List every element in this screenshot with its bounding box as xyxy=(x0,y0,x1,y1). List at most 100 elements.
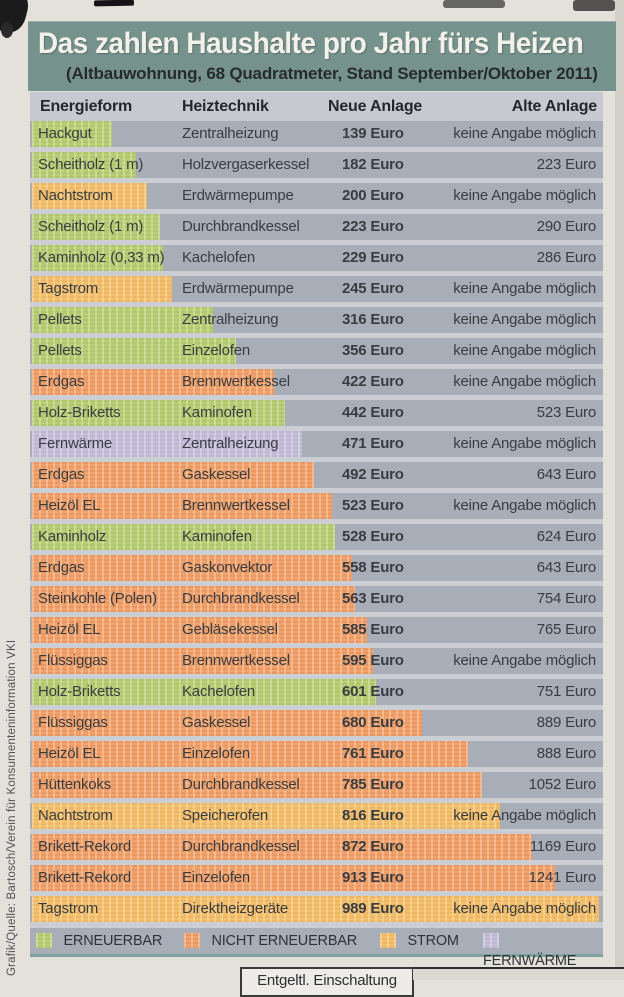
heiztechnik-cell: Kachelofen xyxy=(182,249,256,266)
alte-anlage-cell: 223 Euro xyxy=(536,156,596,173)
heiztechnik-cell: Durchbrandkessel xyxy=(182,590,300,607)
neue-anlage-cell: 229 Euro xyxy=(342,249,404,266)
alte-anlage-cell: 624 Euro xyxy=(536,528,596,545)
heiztechnik-cell: Kachelofen xyxy=(182,683,256,700)
alte-anlage-cell: keine Angabe möglich xyxy=(453,652,596,669)
energieform-cell: Holz-Briketts xyxy=(38,683,121,700)
paid-insertion-label-box: Entgeltl. Einschaltung xyxy=(240,967,414,997)
heiztechnik-cell: Zentralheizung xyxy=(182,311,279,328)
energieform-cell: Hüttenkoks xyxy=(38,776,112,793)
alte-anlage-cell: keine Angabe möglich xyxy=(453,342,596,359)
heiztechnik-cell: Einzelofen xyxy=(182,745,251,762)
heiztechnik-cell: Direktheizgeräte xyxy=(182,900,289,917)
alte-anlage-cell: 523 Euro xyxy=(536,404,596,421)
alte-anlage-cell: keine Angabe möglich xyxy=(453,280,596,297)
heiztechnik-cell: Kaminofen xyxy=(182,528,252,545)
neue-anlage-cell: 182 Euro xyxy=(342,156,404,173)
category-bar xyxy=(32,276,172,302)
table-row: Nachtstrom Erdwärmepumpe 200 Euro keine … xyxy=(30,183,603,209)
category-bar xyxy=(32,710,422,736)
table-row: Tagstrom Direktheizgeräte 989 Euro keine… xyxy=(30,896,603,922)
heiztechnik-cell: Zentralheizung xyxy=(182,435,279,452)
column-header-neue-anlage: Neue Anlage xyxy=(328,98,423,115)
legend-item: FERNWÄRME xyxy=(483,928,603,969)
energieform-cell: Heizöl EL xyxy=(38,745,101,762)
energieform-cell: Erdgas xyxy=(38,373,85,390)
neue-anlage-cell: 785 Euro xyxy=(342,776,404,793)
heiztechnik-cell: Speicherofen xyxy=(182,807,268,824)
category-bar xyxy=(32,493,332,519)
category-bar xyxy=(32,245,163,271)
alte-anlage-cell: 1241 Euro xyxy=(528,869,597,886)
energieform-cell: Brikett-Rekord xyxy=(38,838,132,855)
heiztechnik-cell: Brennwertkessel xyxy=(182,373,290,390)
scan-artifact xyxy=(93,0,135,7)
neue-anlage-cell: 492 Euro xyxy=(342,466,404,483)
alte-anlage-cell: keine Angabe möglich xyxy=(453,373,596,390)
infographic-title-bar: Das zahlen Haushalte pro Jahr fürs Heize… xyxy=(28,21,616,91)
scan-artifact xyxy=(443,0,505,8)
legend-label: FERNWÄRME xyxy=(483,953,577,969)
category-bar xyxy=(32,214,160,240)
heating-cost-table: Hackgut Zentralheizung 139 Euro keine An… xyxy=(30,121,603,969)
adjacent-box-edge xyxy=(413,967,624,980)
energieform-cell: Tagstrom xyxy=(38,280,99,297)
energieform-cell: Scheitholz (1 m) xyxy=(38,156,144,173)
category-bar xyxy=(32,803,500,829)
energieform-cell: Pellets xyxy=(38,311,82,328)
neue-anlage-cell: 528 Euro xyxy=(342,528,404,545)
category-bar xyxy=(32,772,482,798)
legend-item: ERNEUERBAR xyxy=(36,928,162,954)
table-row: Heizöl EL Brennwertkessel 523 Euro keine… xyxy=(30,493,603,519)
neue-anlage-cell: 200 Euro xyxy=(342,187,404,204)
neue-anlage-cell: 558 Euro xyxy=(342,559,404,576)
category-bar xyxy=(32,741,468,767)
alte-anlage-cell: keine Angabe möglich xyxy=(453,900,596,917)
category-bar xyxy=(32,121,112,147)
category-bar xyxy=(32,431,302,457)
table-row: Kaminholz (0,33 m) Kachelofen 229 Euro 2… xyxy=(30,245,603,271)
energieform-cell: Steinkohle (Polen) xyxy=(38,590,157,607)
heiztechnik-cell: Kaminofen xyxy=(182,404,252,421)
energieform-cell: Heizöl EL xyxy=(38,497,101,514)
heiztechnik-cell: Durchbrandkessel xyxy=(182,218,300,235)
legend-swatch xyxy=(36,933,52,948)
scan-artifact xyxy=(1,22,13,38)
energieform-cell: Erdgas xyxy=(38,466,85,483)
energieform-cell: Fernwärme xyxy=(38,435,113,452)
table-body: Hackgut Zentralheizung 139 Euro keine An… xyxy=(30,121,603,922)
table-row: Nachtstrom Speicherofen 816 Euro keine A… xyxy=(30,803,603,829)
category-bar xyxy=(32,834,532,860)
alte-anlage-cell: keine Angabe möglich xyxy=(453,311,596,328)
category-bar xyxy=(32,338,236,364)
neue-anlage-cell: 913 Euro xyxy=(342,869,404,886)
table-row: Holz-Briketts Kachelofen 601 Euro 751 Eu… xyxy=(30,679,603,705)
category-bar xyxy=(32,183,147,209)
neue-anlage-cell: 601 Euro xyxy=(342,683,404,700)
neue-anlage-cell: 356 Euro xyxy=(342,342,404,359)
category-bar xyxy=(32,369,274,395)
neue-anlage-cell: 595 Euro xyxy=(342,652,404,669)
category-bar xyxy=(32,679,376,705)
table-row: Pellets Einzelofen 356 Euro keine Angabe… xyxy=(30,338,603,364)
page-title: Das zahlen Haushalte pro Jahr fürs Heize… xyxy=(38,27,584,60)
neue-anlage-cell: 471 Euro xyxy=(342,435,404,452)
alte-anlage-cell: 754 Euro xyxy=(536,590,596,607)
alte-anlage-cell: 290 Euro xyxy=(536,218,596,235)
table-row: Steinkohle (Polen) Durchbrandkessel 563 … xyxy=(30,586,603,612)
alte-anlage-cell: keine Angabe möglich xyxy=(453,435,596,452)
heiztechnik-cell: Holzvergaserkessel xyxy=(182,156,310,173)
table-row: Heizöl EL Gebläsekessel 585 Euro 765 Eur… xyxy=(30,617,603,643)
energieform-cell: Hackgut xyxy=(38,125,92,142)
energieform-cell: Tagstrom xyxy=(38,900,99,917)
legend-label: STROM xyxy=(407,933,459,949)
category-bar xyxy=(32,617,367,643)
table-row: Hüttenkoks Durchbrandkessel 785 Euro 105… xyxy=(30,772,603,798)
neue-anlage-cell: 139 Euro xyxy=(342,125,404,142)
heiztechnik-cell: Einzelofen xyxy=(182,869,251,886)
heiztechnik-cell: Einzelofen xyxy=(182,342,251,359)
heiztechnik-cell: Durchbrandkessel xyxy=(182,776,300,793)
page-subtitle: (Altbauwohnung, 68 Quadratmeter, Stand S… xyxy=(66,64,598,83)
neue-anlage-cell: 585 Euro xyxy=(342,621,404,638)
heiztechnik-cell: Erdwärmepumpe xyxy=(182,280,294,297)
